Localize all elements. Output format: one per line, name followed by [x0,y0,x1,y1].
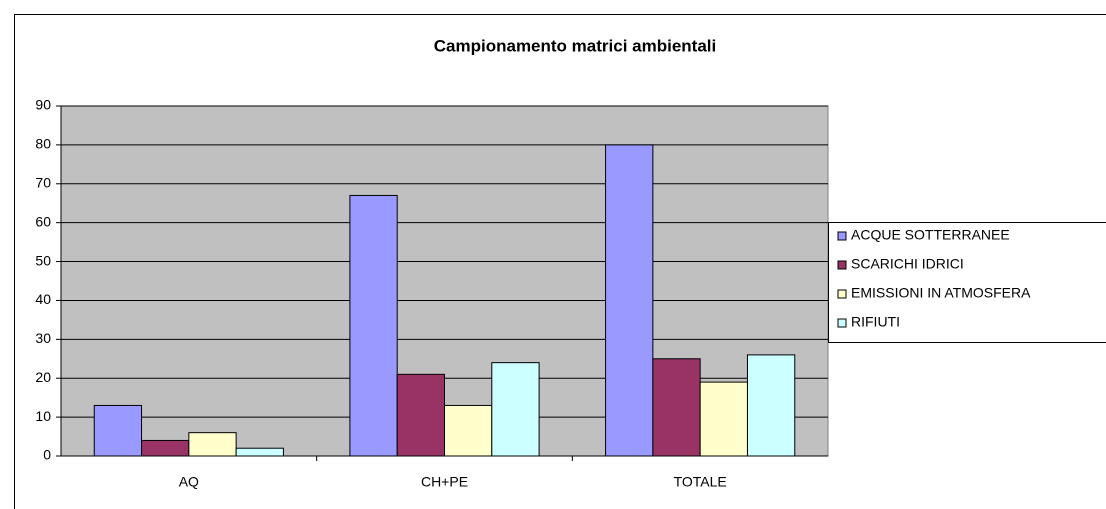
y-tick-label: 80 [35,136,51,152]
y-tick-label: 10 [35,408,51,424]
legend-swatch [837,318,847,328]
chart-title: Campionamento matrici ambientali [434,36,716,55]
bar [491,362,540,457]
y-tick-label: 50 [35,252,51,268]
y-tick-label: 30 [35,330,51,346]
x-tick-label: TOTALE [674,474,727,490]
bar [396,373,445,457]
legend-label: EMISSIONI IN ATMOSFERA [851,285,1031,301]
y-tick-label: 90 [35,97,51,113]
legend-label: RIFIUTI [851,314,900,330]
bar [93,404,143,457]
bar [141,439,190,457]
bar [652,358,701,457]
bar [188,432,237,457]
legend-label: SCARICHI IDRICI [851,256,964,272]
legend-box [828,222,1106,343]
legend-swatch [837,231,847,241]
bar [699,381,748,457]
bar [349,194,398,457]
legend-swatch [837,260,847,270]
legend-swatch [837,289,847,299]
y-tick-label: 40 [35,291,51,307]
x-tick-label: CH+PE [421,474,468,490]
bar [235,447,284,457]
y-tick-label: 60 [35,213,51,229]
y-tick-label: 20 [35,369,51,385]
x-tick-label: AQ [179,474,199,490]
y-tick-label: 0 [43,447,51,463]
bar [746,354,796,457]
y-tick-label: 70 [35,174,51,190]
bar [605,144,654,457]
legend-label: ACQUE SOTTERRANEE [851,227,1010,243]
bar [444,404,493,457]
